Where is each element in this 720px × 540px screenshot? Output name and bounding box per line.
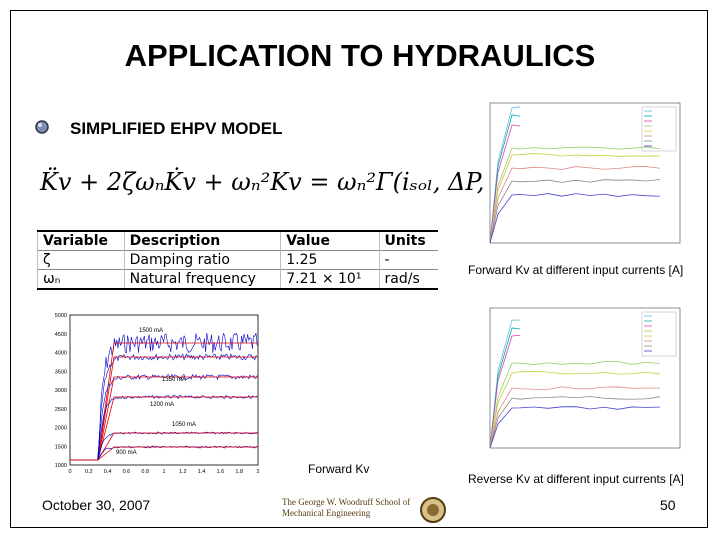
kv-curve (489, 361, 661, 449)
x-tick-label: 1 (162, 469, 165, 475)
kv-curve (489, 166, 661, 244)
equation: K̈v + 2ζωₙK̇v + ωₙ²Kv = ωₙ²Γ(iₛₒₗ, ΔP, κ… (40, 168, 518, 196)
table-cell: Natural frequency (123, 269, 281, 290)
y-tick-label: 4500 (55, 332, 67, 338)
footer-logo-seal (420, 497, 446, 523)
table-cell: ωₙ (37, 269, 125, 290)
curve-label: 1500 mA (139, 328, 163, 334)
table-cell: Damping ratio (123, 250, 281, 270)
y-tick-label: 3000 (55, 388, 67, 394)
kv-curve (489, 146, 661, 244)
y-tick-label: 1000 (55, 463, 67, 469)
footer-date: October 30, 2007 (42, 497, 151, 513)
y-tick-label: 1500 (55, 444, 67, 450)
response-curve (70, 353, 258, 461)
curve-label: 1200 mA (150, 402, 174, 408)
reverse-kv-plot (489, 307, 681, 449)
legend-box (641, 106, 677, 152)
kv-curve (489, 396, 661, 449)
kv-curve (489, 153, 661, 244)
kv-curve (489, 179, 661, 244)
x-tick-label: 0.4 (104, 469, 112, 475)
reference-curve (70, 446, 258, 461)
kv-curve (489, 371, 661, 449)
x-tick-label: 1.8 (235, 469, 243, 475)
footer-page-number: 50 (660, 497, 676, 513)
plot-area (69, 314, 259, 466)
legend-box (641, 311, 677, 357)
x-tick-label: 0 (68, 469, 71, 475)
figure-caption: Reverse Kv at different input currents [… (468, 472, 684, 486)
y-tick-label: 5000 (55, 313, 67, 319)
y-tick-label: 3500 (55, 369, 67, 375)
kv-curve (489, 124, 521, 244)
table-header: Variable (37, 230, 125, 251)
y-tick-label: 2500 (55, 407, 67, 413)
x-tick-label: 0.8 (141, 469, 149, 475)
x-tick-label: 0.2 (85, 469, 93, 475)
table-cell: ζ (37, 250, 125, 270)
response-curve (70, 332, 258, 461)
x-tick-label: 1.2 (179, 469, 187, 475)
table-cell: rad/s (378, 269, 438, 290)
x-tick-label: 1.6 (217, 469, 225, 475)
kv-curve (489, 334, 521, 449)
kv-curve (489, 386, 661, 449)
figure-caption: Forward Kv (308, 462, 370, 476)
curve-label: 900 mA (116, 450, 137, 456)
slide-title: APPLICATION TO HYDRAULICS (124, 38, 596, 73)
footer-logo-text: The George W. Woodruff School of Mechani… (282, 497, 411, 518)
y-tick-label: 4000 (55, 351, 67, 357)
slide-frame (10, 10, 708, 528)
table-cell: 7.21 × 10¹ (280, 269, 380, 290)
x-tick-label: 2 (256, 469, 259, 475)
x-tick-label: 0.6 (123, 469, 131, 475)
table-cell: 1.25 (280, 250, 380, 270)
forward-kv-plot (489, 102, 681, 244)
response-curve (70, 431, 258, 461)
figure-caption: Forward Kv at different input currents [… (468, 263, 684, 277)
curve-label: 1050 mA (172, 422, 196, 428)
section-heading: SIMPLIFIED EHPV MODEL (70, 119, 283, 138)
x-tick-label: 1.4 (198, 469, 206, 475)
curve-label: 1350 mA (162, 377, 186, 383)
kv-curve (489, 193, 661, 244)
table-header: Value (280, 230, 380, 251)
bullet-icon (35, 120, 49, 134)
table-cell: - (378, 250, 438, 270)
table-header: Description (123, 230, 281, 251)
kv-curve (489, 406, 661, 449)
y-tick-label: 2000 (55, 426, 67, 432)
parameter-table: Variable Description Value Units ζ Damping r… (37, 230, 438, 290)
table-header: Units (378, 230, 438, 251)
